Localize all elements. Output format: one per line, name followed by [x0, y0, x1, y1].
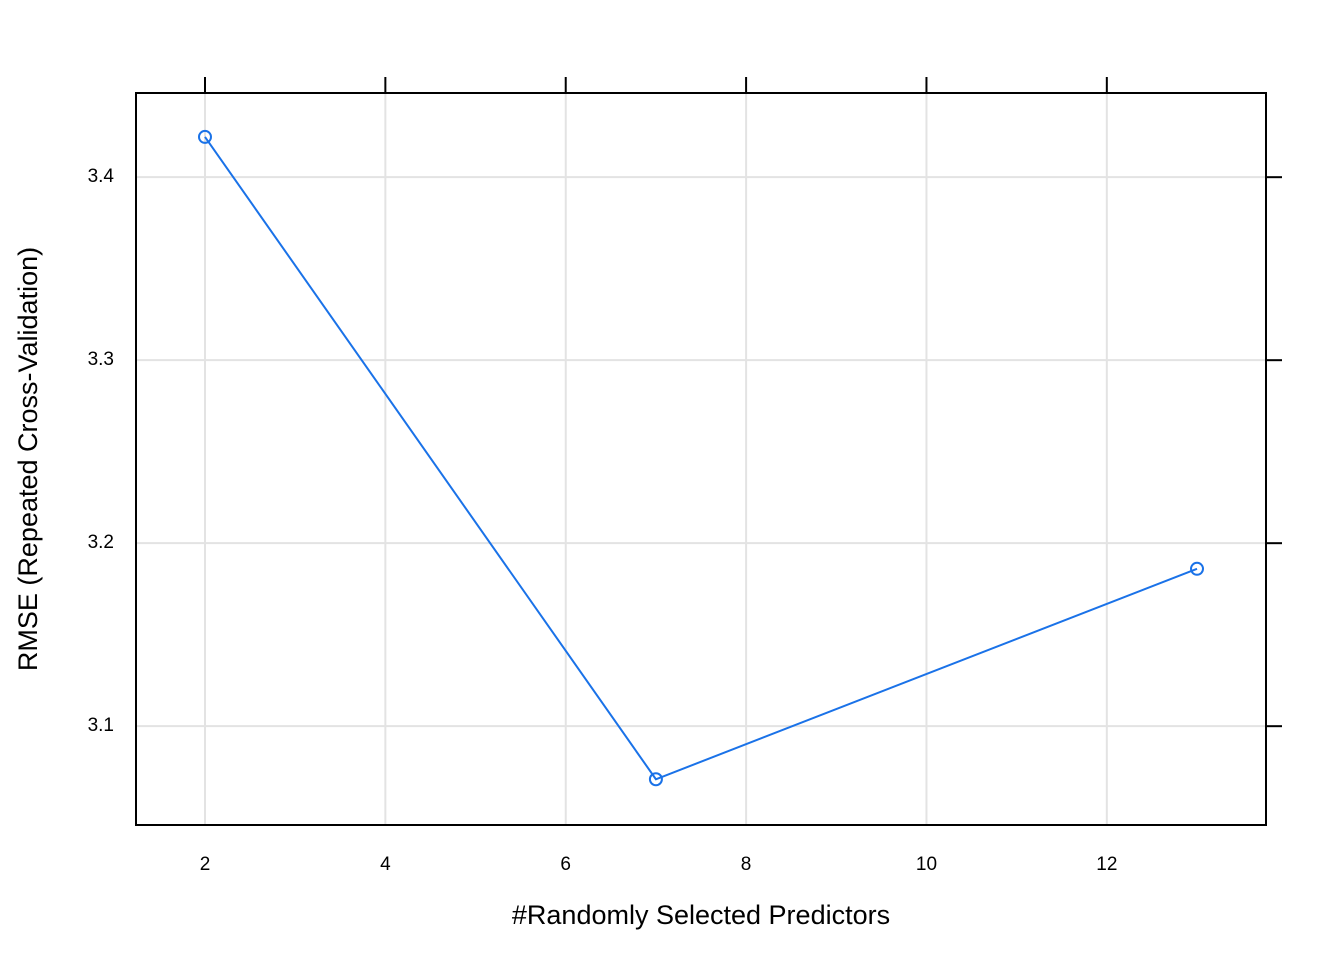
- y-tick-label: 3.1: [88, 715, 114, 736]
- y-tick-label: 3.3: [88, 349, 114, 370]
- x-tick-label: 4: [380, 854, 391, 875]
- x-axis-title: #Randomly Selected Predictors: [512, 900, 890, 930]
- y-axis-title: RMSE (Repeated Cross-Validation): [13, 247, 43, 671]
- x-tick-label: 10: [916, 854, 937, 875]
- y-tick-label: 3.4: [88, 166, 115, 187]
- x-tick-label: 2: [200, 854, 211, 875]
- data-point: [648, 772, 663, 787]
- data-line: [204, 136, 1198, 781]
- data-point: [1190, 561, 1205, 576]
- data-point: [197, 129, 212, 144]
- x-tick-label: 12: [1096, 854, 1117, 875]
- plot-frame: [135, 92, 1267, 826]
- x-tick-label: 6: [560, 854, 571, 875]
- y-tick-label: 3.2: [88, 532, 114, 553]
- x-tick-label: 8: [741, 854, 752, 875]
